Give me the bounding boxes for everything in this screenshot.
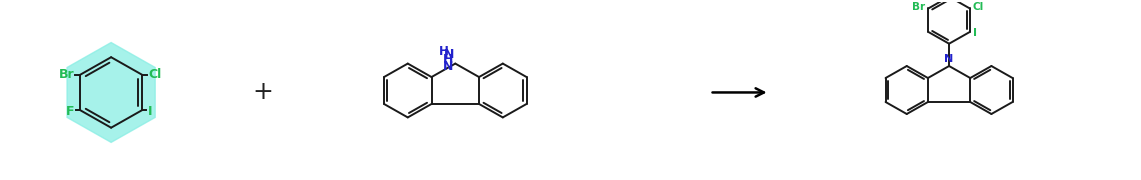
Text: Cl: Cl <box>973 3 984 12</box>
Text: H: H <box>443 53 453 66</box>
Text: Br: Br <box>912 3 925 12</box>
Text: I: I <box>148 105 153 118</box>
Text: Br: Br <box>58 68 74 81</box>
Text: N: N <box>444 48 454 61</box>
Text: H: H <box>439 45 448 58</box>
Text: I: I <box>973 28 977 38</box>
Text: F: F <box>65 105 74 118</box>
Polygon shape <box>67 42 155 142</box>
Text: N: N <box>945 54 954 64</box>
Text: N: N <box>443 60 453 73</box>
Text: +: + <box>252 80 273 104</box>
Text: Cl: Cl <box>148 68 162 81</box>
